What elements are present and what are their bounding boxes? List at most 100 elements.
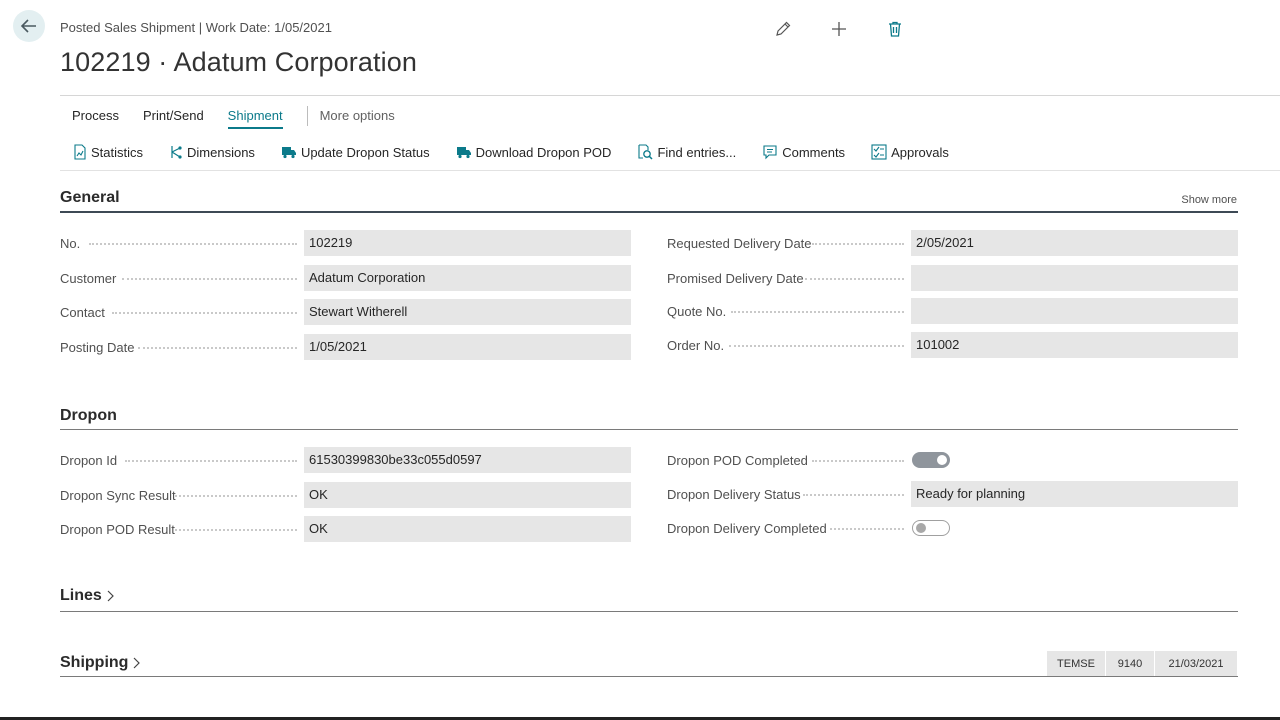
comments-action[interactable]: Comments [762, 143, 845, 161]
menu-process[interactable]: Process [72, 108, 119, 123]
toggle-knob [916, 523, 926, 533]
label-quote-no: Quote No. [667, 304, 727, 319]
label-requested-delivery-date: Requested Delivery Date [667, 236, 812, 251]
window-bottom-border [0, 717, 1280, 720]
dot-leader [122, 278, 297, 280]
label-no: No. [60, 236, 81, 251]
action-menu: Process Print/Send Shipment More options [60, 106, 407, 129]
statistics-action[interactable]: Statistics [73, 143, 143, 161]
field-promised-delivery-date[interactable] [911, 265, 1238, 291]
section-shipping-title: Shipping [60, 654, 129, 671]
dot-leader [89, 243, 297, 245]
label-order-no: Order No. [667, 338, 725, 353]
new-button[interactable] [828, 18, 884, 40]
approvals-action[interactable]: Approvals [871, 143, 949, 161]
dot-leader [803, 494, 904, 496]
header-divider [60, 95, 1280, 96]
shipping-tag-agent: TEMSE [1047, 651, 1106, 676]
shipping-tag-postcode: 9140 [1106, 651, 1155, 676]
label-dropon-id: Dropon Id [60, 453, 118, 468]
dot-leader [175, 495, 297, 497]
trash-icon [889, 21, 901, 37]
statistics-label: Statistics [91, 144, 144, 160]
update-dropon-status-action[interactable]: Update Dropon Status [281, 143, 430, 161]
section-lines-header[interactable]: Lines [60, 587, 115, 605]
pencil-icon [776, 21, 791, 36]
dot-leader [175, 529, 297, 531]
label-posting-date: Posting Date [60, 340, 135, 355]
menu-shipment[interactable]: Shipment [216, 107, 295, 129]
field-dropon-id[interactable]: 61530399830be33c055d0597 [304, 447, 631, 473]
dot-leader [729, 345, 904, 347]
arrow-left-icon [20, 19, 36, 33]
dimensions-action[interactable]: Dimensions [169, 143, 255, 161]
section-dropon-title[interactable]: Dropon [60, 407, 117, 424]
top-actions [772, 18, 940, 40]
menu-more-options[interactable]: More options [319, 108, 395, 123]
section-dropon-rule [60, 429, 1238, 430]
label-dropon-delivery-completed: Dropon Delivery Completed [667, 521, 827, 536]
back-button[interactable] [13, 10, 45, 42]
field-dropon-pod-result[interactable]: OK [304, 516, 631, 542]
dot-leader [731, 311, 904, 313]
field-contact[interactable]: Stewart Witherell [304, 299, 631, 325]
section-general-title[interactable]: General [60, 189, 120, 206]
toggle-dropon-pod-completed[interactable] [912, 452, 950, 468]
dot-leader [125, 460, 297, 462]
approvals-label: Approvals [891, 144, 949, 160]
label-dropon-pod-result: Dropon POD Result [60, 522, 175, 537]
chevron-right-icon [134, 657, 141, 669]
dimensions-label: Dimensions [187, 144, 255, 160]
dot-leader [812, 243, 904, 245]
section-lines-title: Lines [60, 587, 102, 604]
dot-leader [805, 278, 904, 280]
dot-leader [830, 528, 904, 530]
field-no[interactable]: 102219 [304, 230, 631, 256]
comments-icon [763, 145, 777, 160]
dot-leader [138, 347, 297, 349]
field-posting-date[interactable]: 1/05/2021 [304, 334, 631, 360]
section-shipping-header[interactable]: Shipping [60, 654, 141, 672]
page-title: 102219 · Adatum Corporation [60, 47, 417, 77]
menu-separator [306, 106, 308, 126]
find-entries-icon [638, 144, 653, 160]
shipping-tag-date: 21/03/2021 [1155, 651, 1237, 676]
find-entries-action[interactable]: Find entries... [637, 143, 736, 161]
label-dropon-delivery-status: Dropon Delivery Status [667, 487, 801, 502]
label-customer: Customer [60, 271, 117, 286]
find-entries-label: Find entries... [657, 144, 737, 160]
shipping-summary-tags: TEMSE 9140 21/03/2021 [1047, 651, 1237, 676]
plus-icon [832, 22, 846, 36]
update-dropon-status-label: Update Dropon Status [300, 144, 430, 160]
label-contact: Contact [60, 305, 105, 320]
menu-print-send[interactable]: Print/Send [142, 108, 204, 123]
label-dropon-sync-result: Dropon Sync Result [60, 488, 176, 503]
field-requested-delivery-date[interactable]: 2/05/2021 [911, 230, 1238, 256]
label-promised-delivery-date: Promised Delivery Date [667, 271, 804, 286]
section-shipping-rule [60, 676, 1238, 677]
download-dropon-pod-action[interactable]: Download Dropon POD [456, 143, 612, 161]
dot-leader [112, 312, 297, 314]
delete-button[interactable] [884, 18, 940, 40]
dimensions-icon [171, 146, 182, 159]
breadcrumb: Posted Sales Shipment | Work Date: 1/05/… [60, 20, 332, 35]
truck-icon [281, 147, 296, 159]
chevron-right-icon [107, 590, 114, 602]
field-dropon-sync-result[interactable]: OK [304, 482, 631, 508]
toggle-dropon-delivery-completed[interactable] [912, 520, 950, 536]
show-more-link[interactable]: Show more [1181, 194, 1237, 206]
toggle-knob [937, 455, 947, 465]
field-dropon-delivery-status[interactable]: Ready for planning [911, 481, 1238, 507]
comments-label: Comments [782, 144, 846, 160]
edit-button[interactable] [772, 18, 828, 40]
statistics-icon [74, 144, 86, 160]
section-general-rule [60, 211, 1238, 213]
section-lines-rule [60, 611, 1238, 612]
action-bar: Statistics Dimensions Update Dropon Stat… [60, 143, 962, 161]
download-dropon-pod-label: Download Dropon POD [475, 144, 612, 160]
action-bar-divider [60, 170, 1280, 171]
approvals-icon [871, 144, 887, 160]
field-order-no[interactable]: 101002 [911, 332, 1238, 358]
field-customer[interactable]: Adatum Corporation [304, 265, 631, 291]
field-quote-no[interactable] [911, 298, 1238, 324]
